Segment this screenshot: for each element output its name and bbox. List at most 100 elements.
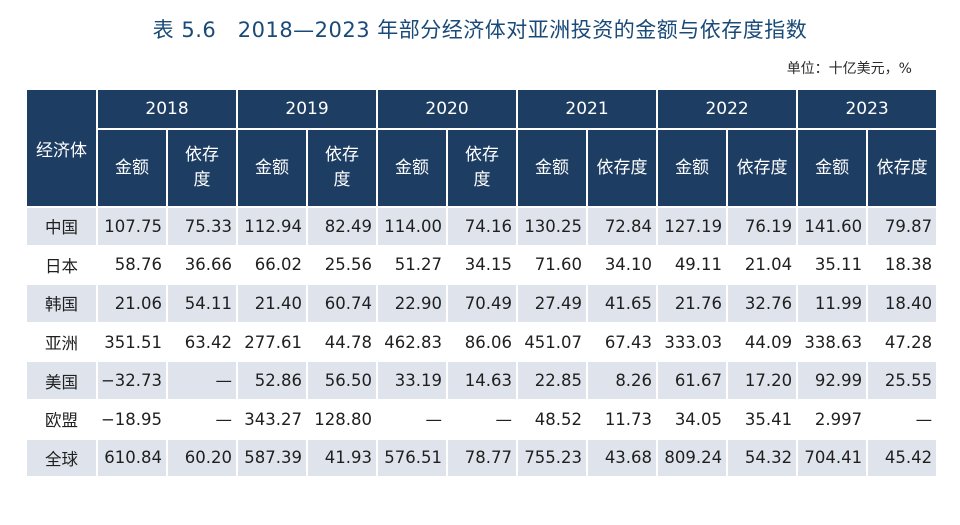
amount-cell: 35.11 [796,245,869,285]
table-row: 亚洲 351.51 63.42 277.61 44.78 462.83 86.06 451.0… [25,322,939,362]
table-row: 日本 58.76 36.66 66.02 25.56 51.27 34.15 71.60 34.… [25,245,939,285]
year-header: 2023 [796,88,939,130]
amount-cell: 58.76 [96,245,168,285]
dependency-cell: 44.09 [726,322,799,362]
dependency-cell: 75.33 [165,207,239,246]
entity-cell: 中国 [25,207,98,246]
amount-cell: 27.49 [516,284,589,323]
amount-cell: 130.25 [516,207,589,246]
dependency-cell: 8.26 [586,361,659,400]
dependency-cell: 25.55 [866,361,939,400]
amount-cell: 33.19 [376,361,449,400]
amount-cell: — [376,399,449,439]
dependency-header: 依存度 [586,128,659,208]
amount-cell: 141.60 [796,207,869,246]
amount-header: 金额 [516,128,589,208]
dependency-cell: 11.73 [586,399,659,439]
dependency-cell: — [165,399,239,439]
dependency-cell: 70.49 [446,284,519,323]
dependency-cell: 35.41 [726,399,799,439]
dependency-cell: 44.78 [306,322,379,362]
amount-cell: 22.85 [516,361,589,400]
amount-cell: 127.19 [656,207,729,246]
year-header: 2022 [656,88,799,130]
table-row: 全球 610.84 60.20 587.39 41.93 576.51 78.77 755.2… [25,438,939,478]
dependency-cell: — [446,399,519,439]
amount-cell: 704.41 [796,438,869,478]
amount-cell: 61.67 [656,361,729,400]
entity-cell: 亚洲 [25,322,98,362]
amount-cell: 333.03 [656,322,729,362]
amount-cell: 21.76 [656,284,729,323]
table-title: 表 5.6 2018—2023 年部分经济体对亚洲投资的金额与依存度指数 [152,18,808,42]
sub-header-row: 金额 依存度金额 依存度金额 依存度金额 依存度 金额 依存度 金额 依存度 [26,128,939,208]
amount-cell: 71.60 [516,245,589,285]
dependency-cell: 25.56 [306,245,379,285]
amount-cell: 21.40 [236,284,309,323]
dependency-cell: 45.42 [866,438,939,478]
dependency-cell: 47.28 [866,322,939,362]
dependency-cell: 36.66 [165,245,239,285]
dependency-cell: 60.74 [306,284,379,323]
amount-cell: 610.84 [96,438,168,478]
entity-cell: 全球 [25,438,98,478]
dependency-cell: 18.40 [866,284,939,323]
entity-column-header: 经济体 [25,88,98,208]
dependency-cell: — [165,361,239,400]
amount-cell: 755.23 [516,438,589,478]
amount-cell: 107.75 [96,207,168,246]
amount-cell: 277.61 [236,322,309,362]
table-row: 韩国 21.06 54.11 21.40 60.74 22.90 70.49 27.49 41.… [25,284,939,323]
dependency-header: 依存度 [866,128,939,208]
table-row: 欧盟 −18.95—343.27 128.80— —48.52 11.73 34.05 35… [25,399,939,439]
dependency-cell: 54.32 [726,438,799,478]
entity-cell: 欧盟 [25,399,98,439]
dependency-header: 依存度 [306,128,379,208]
dependency-cell: 63.42 [165,322,239,362]
amount-cell: 21.06 [96,284,168,323]
dependency-cell: 54.11 [165,284,239,323]
dependency-cell: 79.87 [866,207,939,246]
dependency-cell: 82.49 [306,207,379,246]
amount-header: 金额 [236,128,309,208]
amount-cell: 51.27 [376,245,449,285]
dependency-cell: 60.20 [165,438,239,478]
amount-cell: 338.63 [796,322,869,362]
amount-cell: 22.90 [376,284,449,323]
amount-header: 金额 [656,128,729,208]
dependency-cell: 32.76 [726,284,799,323]
amount-cell: −32.73 [96,361,168,400]
entity-cell: 韩国 [25,284,98,323]
dependency-cell: 41.65 [586,284,659,323]
amount-cell: 112.94 [236,207,309,246]
year-header-row: 经济体 2018 2019 2020 2021 2022 2023 [25,88,939,208]
amount-cell: 462.83 [376,322,449,362]
amount-cell: 114.00 [376,207,449,246]
dependency-cell: 128.80 [306,399,379,439]
dependency-cell: 18.38 [866,245,939,285]
amount-cell: 451.07 [516,322,589,362]
year-header: 2019 [236,88,379,130]
amount-cell: 34.05 [656,399,729,439]
year-header: 2021 [516,88,659,130]
amount-cell: 52.86 [236,361,309,400]
year-header: 2018 [95,88,239,130]
amount-header: 金额 [376,128,449,208]
amount-cell: 587.39 [236,438,309,478]
dependency-cell: 74.16 [446,207,519,246]
dependency-header: 依存度 [726,128,799,208]
dependency-cell: 34.10 [586,245,659,285]
dependency-cell: 72.84 [586,207,659,246]
amount-cell: 48.52 [516,399,589,439]
amount-cell: 343.27 [236,399,309,439]
dependency-cell: 76.19 [726,207,799,246]
year-header: 2020 [376,88,519,130]
dependency-cell: 67.43 [586,322,659,362]
dependency-cell: 41.93 [306,438,379,478]
dependency-cell: 56.50 [306,361,379,400]
amount-cell: 351.51 [96,322,168,362]
dependency-cell: 14.63 [446,361,519,400]
entity-cell: 日本 [25,245,98,285]
dependency-header: 依存度 [446,128,519,208]
amount-cell: 11.99 [796,284,869,323]
